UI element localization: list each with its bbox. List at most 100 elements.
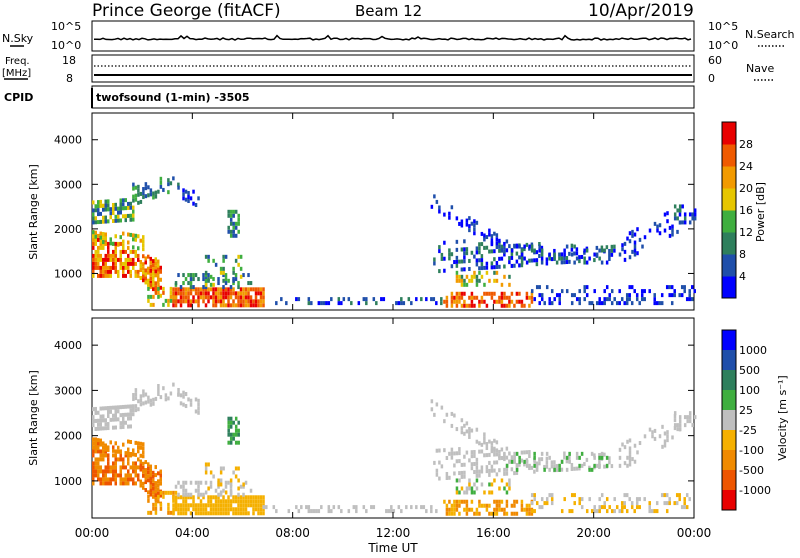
echo-cell (104, 447, 107, 452)
echo-cell (127, 265, 130, 270)
echo-cell (443, 212, 446, 217)
echo-cell (104, 273, 107, 278)
echo-cell (112, 469, 115, 474)
echo-cell (179, 295, 183, 300)
echo-cell (490, 249, 494, 254)
echo-cell (500, 248, 504, 253)
echo-cell (653, 436, 657, 441)
echo-cell (483, 432, 486, 437)
echo-cell (99, 211, 102, 216)
echo-cell (565, 455, 569, 460)
echo-cell (154, 473, 157, 478)
echo-cell (229, 291, 233, 296)
echo-cell (197, 495, 200, 500)
echo-cell (152, 506, 155, 511)
echo-cell (693, 415, 697, 420)
echo-cell (254, 287, 258, 292)
echo-cell (455, 451, 459, 456)
echo-cell (112, 473, 115, 478)
echo-cell (525, 507, 529, 512)
echo-cell (410, 505, 413, 510)
echo-cell (127, 232, 130, 237)
echo-cell (224, 295, 228, 300)
echo-cell (149, 476, 152, 481)
echo-cell (500, 291, 504, 296)
echo-cell (465, 486, 469, 491)
echo-cell (570, 462, 574, 467)
echo-cell (633, 289, 636, 294)
echo-cell (515, 251, 519, 256)
echo-cell (92, 441, 95, 446)
freq-unit: [MHz] (2, 68, 31, 79)
echo-cell (578, 497, 581, 502)
echo-cell (688, 220, 692, 225)
echo-cell (129, 404, 132, 409)
echo-cell (608, 253, 611, 258)
echo-cell (187, 273, 190, 278)
echo-cell (174, 303, 178, 308)
echo-cell (134, 408, 138, 413)
echo-cell (229, 478, 233, 483)
echo-cell (570, 243, 574, 248)
echo-cell (172, 287, 175, 292)
echo-cell (518, 455, 521, 460)
echo-cell (184, 511, 188, 516)
echo-cell (197, 303, 200, 308)
echo-cell (127, 447, 130, 452)
echo-cell (575, 451, 579, 456)
echo-cell (152, 486, 155, 491)
echo-cell (237, 440, 240, 445)
echo-cell (488, 472, 491, 477)
echo-cell (683, 289, 686, 294)
echo-cell (129, 273, 132, 278)
echo-cell (237, 285, 240, 290)
echo-cell (443, 499, 446, 504)
echo-cell (468, 228, 471, 233)
echo-cell (515, 470, 519, 475)
echo-cell (154, 485, 157, 490)
echo-cell (470, 221, 474, 226)
echo-cell (174, 287, 178, 292)
echo-cell (154, 489, 157, 494)
echo-cell (280, 297, 283, 302)
echo-cell (540, 252, 544, 257)
echo-cell (227, 480, 230, 485)
echo-cell (137, 246, 140, 251)
echo-cell (94, 241, 97, 246)
echo-cell (337, 301, 341, 306)
echo-cell (184, 299, 188, 304)
echo-cell (631, 233, 634, 238)
echo-cell (630, 301, 634, 306)
echo-cell (194, 273, 198, 278)
echo-cell (545, 451, 549, 456)
echo-cell (530, 248, 534, 253)
echo-cell (307, 505, 311, 510)
echo-cell (523, 247, 526, 252)
echo-cell (204, 480, 208, 485)
echo-cell (99, 465, 102, 470)
echo-cell (666, 430, 669, 435)
echo-cell (142, 389, 145, 394)
echo-cell (119, 413, 122, 418)
echo-cell (167, 502, 170, 507)
echo-cell (134, 197, 138, 202)
echo-cell (179, 287, 183, 292)
echo-cell (142, 454, 145, 459)
echo-cell (510, 467, 514, 472)
echo-cell (550, 257, 554, 262)
echo-cell (219, 270, 223, 275)
echo-cell (257, 511, 260, 516)
power-colorbar-frame (721, 121, 737, 299)
echo-cell (618, 455, 622, 460)
echo-cell (249, 299, 253, 304)
echo-cell (643, 235, 647, 240)
echo-cell (382, 297, 386, 302)
echo-cell (197, 511, 200, 516)
echo-cell (485, 265, 489, 270)
echo-cell (222, 488, 225, 493)
echo-cell (159, 184, 163, 189)
echo-cell (159, 277, 162, 282)
power-colorbar-tick: 12 (739, 226, 753, 239)
echo-cell (259, 303, 263, 308)
echo-cell (159, 493, 162, 498)
